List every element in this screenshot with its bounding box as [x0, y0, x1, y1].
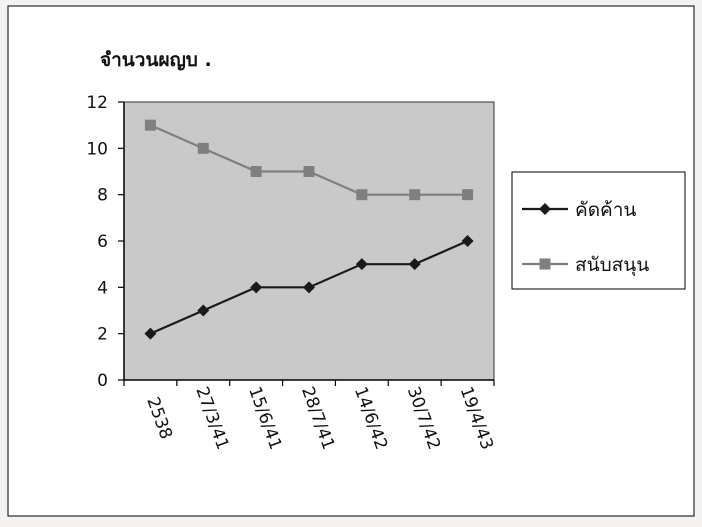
- legend-label: คัดค้าน: [575, 199, 636, 221]
- data-point-diamond: [144, 327, 157, 340]
- data-point-square: [250, 166, 262, 177]
- data-point-diamond: [250, 281, 263, 294]
- data-point-square: [356, 189, 368, 201]
- y-tick-label: 8: [97, 186, 108, 206]
- y-tick-label: 10: [86, 139, 108, 159]
- series-layer: [144, 119, 474, 340]
- plot-area: [123, 101, 495, 381]
- y-tick-label: 2: [97, 325, 108, 345]
- y-tick-label: 4: [97, 278, 108, 298]
- y-axis-ticks: 0 2 4 6 8 10 12: [86, 93, 124, 391]
- legend-label: สนับสนุน: [575, 254, 649, 277]
- data-point-square: [462, 189, 474, 201]
- y-tick-label: 0: [97, 371, 108, 391]
- data-point-square: [409, 189, 421, 201]
- data-point-square: [197, 142, 209, 154]
- data-point-diamond: [461, 235, 474, 247]
- y-tick-label: 6: [97, 232, 108, 252]
- data-point-diamond: [303, 281, 315, 294]
- data-point-square: [303, 166, 315, 177]
- data-point-diamond: [355, 258, 368, 271]
- data-point-square: [144, 119, 156, 131]
- data-point-diamond: [408, 258, 421, 271]
- y-axis-label: จำนวนผญบ .: [100, 49, 212, 71]
- legend-marker-diamond: [539, 203, 551, 215]
- legend-marker-square: [539, 258, 551, 270]
- data-point-diamond: [197, 304, 210, 317]
- y-tick-label: 12: [86, 93, 108, 113]
